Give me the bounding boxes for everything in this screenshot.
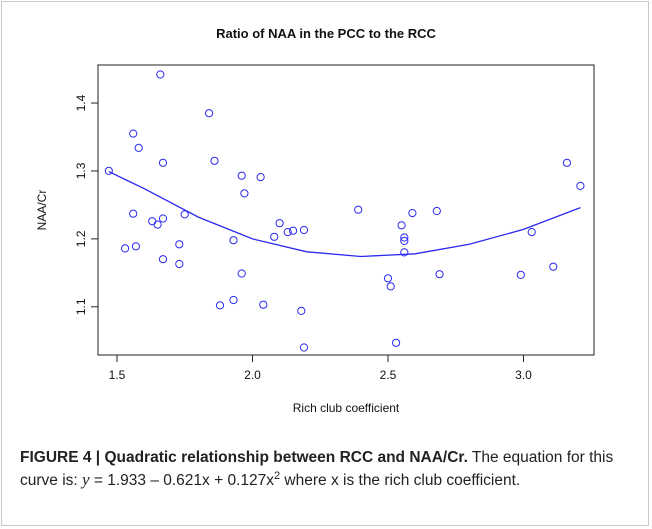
- data-point: [383, 274, 393, 283]
- data-points: [104, 70, 585, 352]
- data-point: [270, 232, 279, 241]
- data-point: [289, 226, 298, 235]
- data-point: [205, 109, 214, 118]
- data-point: [153, 220, 162, 229]
- data-point: [134, 143, 143, 152]
- caption-text-1: The equation for this curve is:: [20, 449, 614, 489]
- x-axis: 1.5 2.0 2.5 3.0: [109, 355, 532, 382]
- data-point: [180, 210, 189, 219]
- data-point: [158, 158, 168, 167]
- data-point: [576, 181, 585, 190]
- data-point: [210, 156, 219, 165]
- data-point: [400, 236, 409, 245]
- data-point: [562, 158, 572, 167]
- data-point: [297, 306, 306, 315]
- caption-title: Quadratic relationship between RCC and N…: [104, 449, 468, 466]
- data-point: [256, 173, 265, 182]
- data-point: [275, 219, 284, 228]
- caption-label: FIGURE 4 |: [20, 449, 105, 466]
- figure-caption: FIGURE 4 | Quadratic relationship betwee…: [20, 447, 632, 492]
- data-point: [435, 270, 444, 279]
- x-tick-label: 1.5: [109, 368, 126, 382]
- data-point: [215, 301, 225, 310]
- data-point: [129, 209, 138, 218]
- data-point: [229, 236, 238, 245]
- x-tick-label: 2.5: [380, 368, 397, 382]
- data-point: [237, 269, 246, 278]
- data-point: [131, 242, 140, 251]
- y-tick-label: 1.2: [74, 230, 88, 247]
- equation-rhs: = 1.933 – 0.621x + 0.127x: [89, 472, 274, 489]
- data-point: [148, 217, 157, 226]
- x-axis-label: Rich club coefficient: [293, 401, 400, 415]
- data-point: [386, 282, 395, 291]
- data-point: [104, 166, 113, 175]
- caption-text-2: where x is the rich club coefficient.: [280, 472, 521, 489]
- data-point: [299, 225, 309, 235]
- data-point: [400, 233, 409, 242]
- data-point: [158, 255, 168, 264]
- data-point: [549, 262, 558, 271]
- x-tick-label: 2.0: [244, 368, 261, 382]
- y-axis: 1.1 1.2 1.3 1.4: [74, 94, 98, 315]
- equation-y: y: [82, 470, 90, 489]
- data-point: [516, 270, 525, 279]
- data-point: [400, 248, 409, 257]
- data-point: [259, 300, 268, 309]
- data-point: [432, 206, 441, 216]
- data-point: [354, 205, 363, 214]
- data-point: [158, 214, 168, 223]
- plot-area-border: [97, 64, 595, 356]
- y-axis-label: NAA/Cr: [35, 190, 49, 231]
- x-tick-label: 3.0: [515, 368, 532, 382]
- data-point: [299, 343, 309, 352]
- data-point: [229, 295, 238, 305]
- scatter-chart: Ratio of NAA in the PCC to the RCC 1.5 2.…: [35, 26, 595, 415]
- data-point: [129, 129, 138, 138]
- y-tick-label: 1.3: [74, 162, 88, 179]
- fit-curve-line: [108, 171, 581, 258]
- equation-exponent: 2: [274, 469, 281, 482]
- data-point: [237, 171, 246, 180]
- data-point: [175, 259, 184, 269]
- data-point: [240, 189, 249, 198]
- data-point: [397, 221, 406, 230]
- data-point: [283, 228, 292, 237]
- chart-title: Ratio of NAA in the PCC to the RCC: [216, 26, 436, 41]
- data-point: [408, 209, 417, 218]
- data-point: [175, 240, 184, 249]
- data-point: [527, 228, 536, 237]
- y-tick-label: 1.1: [74, 298, 88, 315]
- data-point: [392, 338, 401, 347]
- data-point: [156, 70, 165, 79]
- data-point: [121, 244, 130, 253]
- y-tick-label: 1.4: [74, 94, 88, 111]
